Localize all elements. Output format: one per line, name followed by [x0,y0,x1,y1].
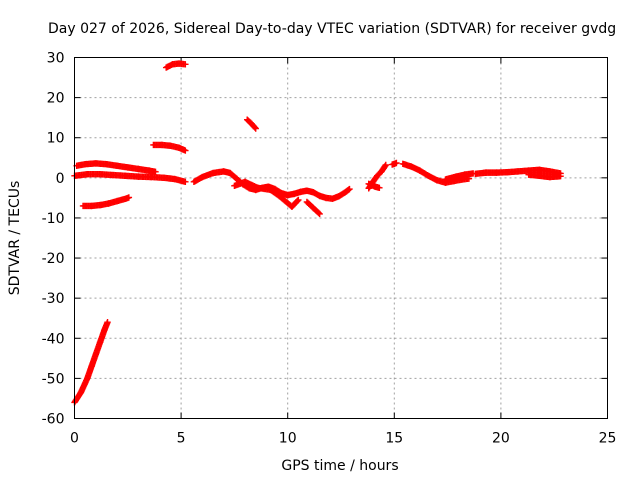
series-arc-plus3 [73,160,159,176]
series-arc-night-lower [525,171,564,181]
x-axis-label: GPS time / hours [281,458,398,474]
data-point [182,147,189,154]
series-arc-dip [303,198,323,218]
data-point [382,161,389,169]
data-point [295,196,302,204]
x-tick-label: 20 [492,431,510,447]
y-tick-label: 30 [47,51,65,67]
data-point [316,210,323,218]
data-point [346,185,353,193]
y-tick-label: 20 [47,91,65,107]
data-point [152,168,159,176]
data-point [381,162,389,170]
y-tick-label: -30 [42,291,65,307]
data-point [182,178,189,186]
plot-frame [74,57,608,419]
y-tick-label: -50 [42,371,65,387]
data-point [376,184,383,192]
x-tick-label: 15 [385,431,403,447]
series-arc-minus7 [79,194,133,210]
y-tick-label: -60 [42,412,65,428]
data-point [104,319,111,326]
y-tick-label: 10 [47,131,65,147]
series-arc-midday [190,168,353,202]
series-arc-plus14 [243,116,259,132]
axis-ticks [74,57,608,419]
y-axis-label: SDTVAR / TECUs [7,181,23,296]
data-point [252,125,259,132]
data-point [125,194,133,201]
y-tick-labels: -60 -50 -40 -30 -20 -10 0 10 20 30 [42,51,65,428]
series-arc-zero [71,171,189,186]
data-point [557,173,564,180]
x-tick-label: 25 [599,431,617,447]
data-point [294,197,301,204]
series-arc-scatter [231,178,302,210]
series-arc-plus28 [162,60,189,71]
y-tick-label: -10 [42,211,65,227]
x-tick-labels: 0 5 10 15 20 25 [70,431,616,447]
series-arc-peak [388,159,400,168]
data-point [251,124,259,131]
data-point [315,209,322,217]
x-tick-label: 0 [70,431,79,447]
series-arc-evening-upper [442,170,477,183]
data-point [182,61,189,68]
y-tick-label: -40 [42,331,65,347]
x-tick-label: 5 [177,431,186,447]
series-arc-evening [399,160,473,186]
series-arc-afternoon-low [365,180,383,192]
grid-lines [74,57,608,419]
data-point [393,159,400,167]
y-tick-label: 0 [56,171,65,187]
data-markers [71,60,564,406]
x-tick-label: 10 [279,431,297,447]
series-arc-night [472,166,564,178]
chart-title: Day 027 of 2026, Sidereal Day-to-day VTE… [48,21,616,37]
series-arc-plus8 [150,141,189,154]
series-arc-steep [71,319,111,406]
y-tick-label: -20 [42,251,65,267]
